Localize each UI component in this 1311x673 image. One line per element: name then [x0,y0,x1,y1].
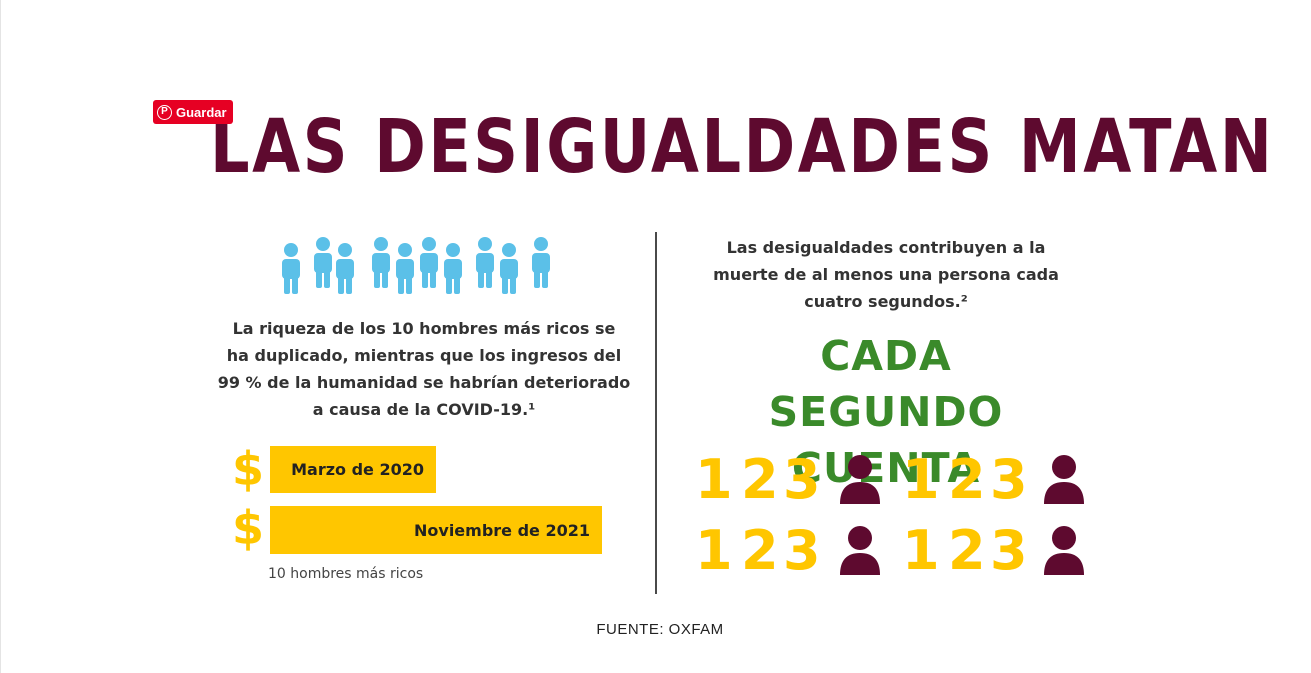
deaths-description-line: cuatro segundos.² [804,292,968,311]
wealth-bar-march-2020: Marzo de 2020 [270,446,436,493]
people-group [276,232,556,296]
infographic-title: LAS DESIGUALDADES MATAN [210,104,1275,190]
person-bust-icon [1042,454,1086,508]
vertical-divider [655,232,657,594]
wealth-description-line: ha duplicado, mientras que los ingresos … [226,346,622,365]
dollar-sign-icon: $ [232,442,265,496]
count-digit: 2 [741,448,779,511]
wealth-bar-label: Noviembre de 2021 [414,520,590,540]
wealth-description-line: La riqueza de los 10 hombres más ricos s… [232,319,616,338]
deaths-description: Las desigualdades contribuyen a la muert… [700,234,1072,315]
count-digit: 3 [990,519,1028,582]
count-digit: 1 [695,448,733,511]
deaths-description-line: muerte de al menos una persona cada [713,265,1059,284]
pinterest-icon: P [157,104,172,120]
count-digit: 2 [948,448,986,511]
count-digit: 1 [902,448,940,511]
count-digit: 2 [948,519,986,582]
person-icon [370,236,392,294]
person-icon [280,242,302,300]
heading-line: CUENTA [791,444,981,492]
person-icon [442,242,464,300]
save-button-label: Guardar [176,104,227,120]
wealth-bar-label: Marzo de 2020 [291,460,424,479]
pinterest-save-button[interactable]: P Guardar [153,100,233,124]
wealth-bar-november-2021: Noviembre de 2021 [270,506,602,554]
person-icon [474,236,496,294]
dollar-sign-icon: $ [232,501,265,555]
source-credit: FUENTE: OXFAM [596,621,724,638]
person-icon [498,242,520,300]
person-icon [334,242,356,300]
wealth-description-line: 99 % de la humanidad se habrían deterior… [217,373,631,392]
wealth-description-line: a causa de la COVID-19.¹ [312,400,536,419]
person-icon [394,242,416,300]
person-icon [418,236,440,294]
deaths-description-line: Las desigualdades contribuyen a la [726,238,1046,257]
every-second-counts-heading: CADA SEGUNDO CUENTA [700,328,1072,496]
person-bust-icon [838,525,882,579]
count-digit: 3 [783,448,821,511]
heading-line: CADA SEGUNDO [768,332,1004,436]
person-icon [530,236,552,294]
wealth-description: La riqueza de los 10 hombres más ricos s… [214,315,634,423]
count-digit: 2 [741,519,779,582]
count-digit: 1 [902,519,940,582]
bars-caption: 10 hombres más ricos [268,566,424,582]
person-bust-icon [1042,525,1086,579]
count-digit: 3 [783,519,821,582]
count-digit: 3 [990,448,1028,511]
count-digit: 1 [695,519,733,582]
person-bust-icon [838,454,882,508]
person-icon [312,236,334,294]
